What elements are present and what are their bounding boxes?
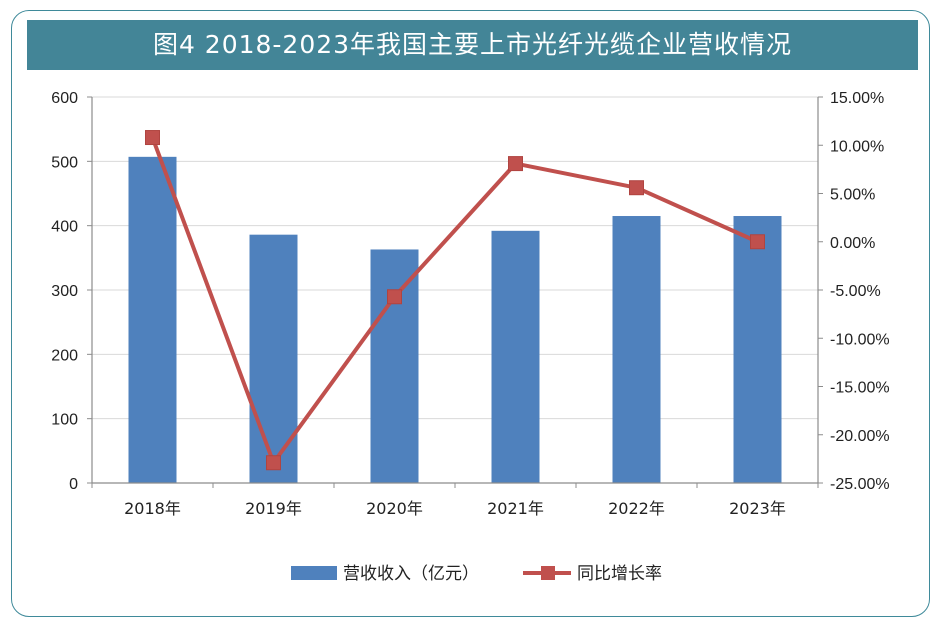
bar <box>370 249 419 483</box>
tick-labels: 0 100 200 300 400 500 600 -25.00% -20.00% -15.00%… <box>51 90 889 518</box>
line-point <box>508 156 523 172</box>
left-tick-label: 400 <box>51 219 78 236</box>
axes <box>87 96 823 488</box>
bar <box>491 230 540 483</box>
left-tick-label: 300 <box>51 283 78 300</box>
growth-line <box>150 136 759 465</box>
right-tick-label: -15.00% <box>830 380 890 397</box>
x-tick-label: 2019年 <box>245 499 302 518</box>
line-series <box>145 130 765 471</box>
right-tick-label: 5.00% <box>830 187 875 204</box>
right-tick-label: -5.00% <box>830 283 881 300</box>
gridlines <box>92 96 818 420</box>
x-tick-label: 2018年 <box>124 499 181 518</box>
left-tick-label: 0 <box>69 476 78 493</box>
bar <box>128 156 177 483</box>
legend-bar-label: 营收收入（亿元） <box>343 564 479 584</box>
bar <box>733 216 782 483</box>
x-tick-label: 2023年 <box>729 499 786 518</box>
line-point <box>387 289 402 305</box>
line-point <box>266 455 281 471</box>
left-tick-label: 200 <box>51 347 78 364</box>
x-tick-label: 2021年 <box>487 499 544 518</box>
line-point <box>750 234 765 250</box>
chart-title: 图4 2018-2023年我国主要上市光纤光缆企业营收情况 <box>27 20 918 70</box>
right-tick-label: -25.00% <box>830 476 890 493</box>
legend: 营收收入（亿元） 同比增长率 <box>291 564 662 584</box>
x-tick-label: 2022年 <box>608 499 665 518</box>
x-tick-label: 2020年 <box>366 499 423 518</box>
left-tick-label: 600 <box>51 90 78 107</box>
right-tick-label: 10.00% <box>830 138 884 155</box>
bar <box>249 234 298 483</box>
bar <box>612 216 661 483</box>
line-point <box>145 130 160 146</box>
right-tick-label: -10.00% <box>830 331 890 348</box>
right-tick-label: 15.00% <box>830 90 884 107</box>
right-tick-label: -20.00% <box>830 428 890 445</box>
legend-line-label: 同比增长率 <box>577 564 662 584</box>
legend-bar-swatch <box>291 566 337 580</box>
line-point <box>629 180 644 196</box>
right-tick-label: 0.00% <box>830 235 875 252</box>
legend-line-marker <box>541 566 555 580</box>
left-tick-label: 100 <box>51 412 78 429</box>
left-tick-label: 500 <box>51 154 78 171</box>
bar-series <box>128 156 782 483</box>
